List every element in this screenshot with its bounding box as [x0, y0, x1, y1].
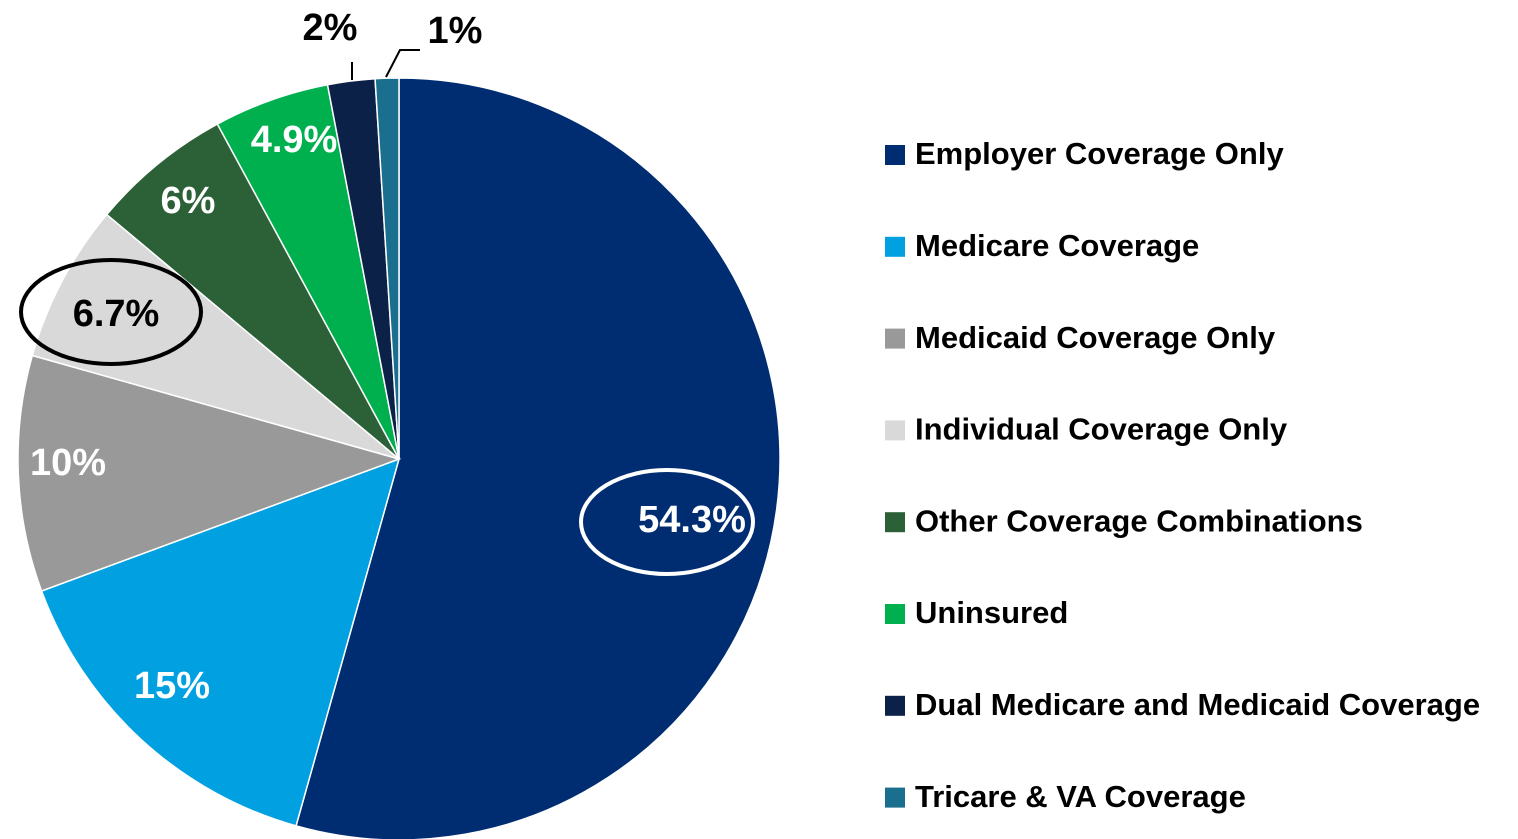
data-label: 54.3%: [638, 499, 746, 541]
legend-label: Medicaid Coverage Only: [915, 320, 1276, 355]
slice: [374, 77, 400, 460]
legend-swatch: [885, 328, 905, 349]
data-label: 4.9%: [251, 119, 338, 161]
slice: [295, 77, 781, 839]
data-label: 15%: [134, 665, 210, 707]
data-label: 6.7%: [73, 293, 160, 335]
legend-label: Individual Coverage Only: [915, 412, 1288, 447]
slice: [105, 123, 400, 460]
pie: [17, 77, 781, 839]
data-label: 1%: [428, 10, 483, 52]
highlight-ellipse: [579, 468, 755, 576]
legend-swatch: [885, 145, 905, 165]
legend-label: Uninsured: [915, 595, 1068, 630]
legend-swatch: [885, 695, 905, 716]
legend-swatch: [885, 420, 905, 441]
legend-swatch: [885, 787, 905, 808]
slice: [31, 213, 400, 460]
data-label: 10%: [30, 442, 106, 484]
legend-swatch: [885, 512, 905, 533]
legend-label: Other Coverage Combinations: [915, 503, 1363, 538]
legend-label: Dual Medicare and Medicaid Coverage: [915, 687, 1480, 722]
leader-line: [385, 49, 420, 78]
legend-label: Tricare & VA Coverage: [915, 779, 1246, 814]
slice: [17, 354, 402, 592]
highlight-ellipse: [19, 258, 203, 366]
legend-label: Medicare Coverage: [915, 228, 1199, 263]
slice: [40, 457, 401, 827]
legend-swatch: [885, 604, 905, 624]
data-label: 6%: [161, 180, 216, 222]
legend-swatch: [885, 236, 905, 257]
legend-label: Employer Coverage Only: [915, 136, 1284, 171]
data-label: 2%: [303, 7, 358, 49]
